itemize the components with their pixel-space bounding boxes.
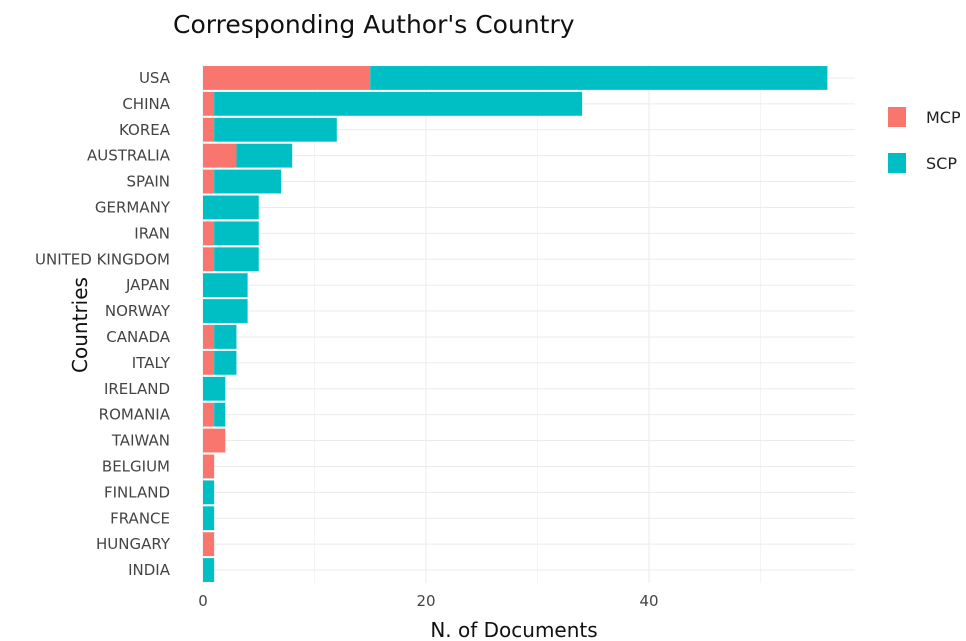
y-tick-label: HUNGARY bbox=[96, 535, 171, 553]
bar-mcp bbox=[203, 428, 226, 453]
y-tick-label: TAIWAN bbox=[111, 432, 170, 450]
chart-title: Corresponding Author's Country bbox=[173, 10, 575, 39]
bar-mcp bbox=[203, 221, 215, 246]
y-tick-label: SPAIN bbox=[126, 173, 170, 191]
bar-scp bbox=[203, 299, 248, 323]
bar-mcp bbox=[203, 66, 371, 90]
bar-scp bbox=[370, 66, 828, 90]
bar-scp bbox=[203, 558, 215, 582]
bar-scp bbox=[214, 247, 259, 272]
legend-label: MCP bbox=[926, 108, 961, 127]
bar-scp bbox=[203, 195, 259, 220]
bar-scp bbox=[203, 273, 248, 298]
y-tick-label: AUSTRALIA bbox=[87, 147, 171, 165]
bar-scp bbox=[214, 325, 237, 349]
bar-scp bbox=[214, 91, 583, 116]
y-tick-label: CANADA bbox=[106, 328, 171, 346]
x-tick-label: 0 bbox=[198, 592, 208, 610]
bar-mcp bbox=[203, 325, 215, 349]
legend-key-mcp bbox=[888, 107, 906, 127]
y-tick-label: KOREA bbox=[119, 121, 171, 139]
bar-scp bbox=[214, 221, 259, 246]
y-tick-label: JAPAN bbox=[125, 276, 170, 294]
y-tick-label: ROMANIA bbox=[99, 406, 171, 424]
legend: MCP SCP bbox=[888, 107, 961, 173]
y-tick-label: IRAN bbox=[134, 224, 170, 242]
bar-mcp bbox=[203, 247, 215, 272]
y-tick-label: FINLAND bbox=[104, 483, 170, 501]
bar-mcp bbox=[203, 350, 215, 375]
bar-scp bbox=[214, 169, 282, 194]
bar-mcp bbox=[203, 91, 215, 116]
y-tick-label: FRANCE bbox=[110, 509, 170, 527]
bar-scp bbox=[214, 350, 237, 375]
bar-scp bbox=[214, 117, 337, 142]
y-tick-label: GERMANY bbox=[95, 198, 171, 216]
y-tick-label: UNITED KINGDOM bbox=[35, 250, 170, 268]
y-tick-label: ITALY bbox=[132, 354, 171, 372]
bar-scp bbox=[203, 376, 226, 401]
bar-mcp bbox=[203, 169, 215, 194]
y-tick-labels: USA CHINA KOREA AUSTRALIA SPAIN GERMANY IRAN UN… bbox=[35, 69, 171, 579]
x-axis-title: N. of Documents bbox=[430, 618, 597, 641]
grid bbox=[202, 65, 855, 583]
bar-mcp bbox=[203, 143, 237, 168]
bar-mcp bbox=[203, 532, 215, 557]
bar-mcp bbox=[203, 454, 215, 479]
y-tick-label: IRELAND bbox=[104, 380, 170, 398]
bar-scp bbox=[203, 480, 215, 505]
legend-label: SCP bbox=[926, 154, 957, 173]
bar-mcp bbox=[203, 117, 215, 142]
y-tick-label: INDIA bbox=[128, 561, 171, 579]
x-tick-label: 40 bbox=[639, 592, 658, 610]
y-tick-label: USA bbox=[139, 69, 171, 87]
bar-scp bbox=[214, 402, 226, 427]
bar-mcp bbox=[203, 402, 215, 427]
legend-key-scp bbox=[888, 153, 906, 173]
y-tick-label: NORWAY bbox=[105, 302, 171, 320]
y-tick-label: CHINA bbox=[122, 95, 170, 113]
y-axis-title: Countries bbox=[68, 277, 92, 373]
bars bbox=[203, 66, 828, 582]
bar-scp bbox=[203, 506, 215, 531]
y-tick-label: BELGIUM bbox=[102, 457, 170, 475]
bar-scp bbox=[236, 143, 293, 168]
x-tick-labels: 0 20 40 bbox=[198, 592, 658, 610]
x-tick-label: 20 bbox=[416, 592, 435, 610]
